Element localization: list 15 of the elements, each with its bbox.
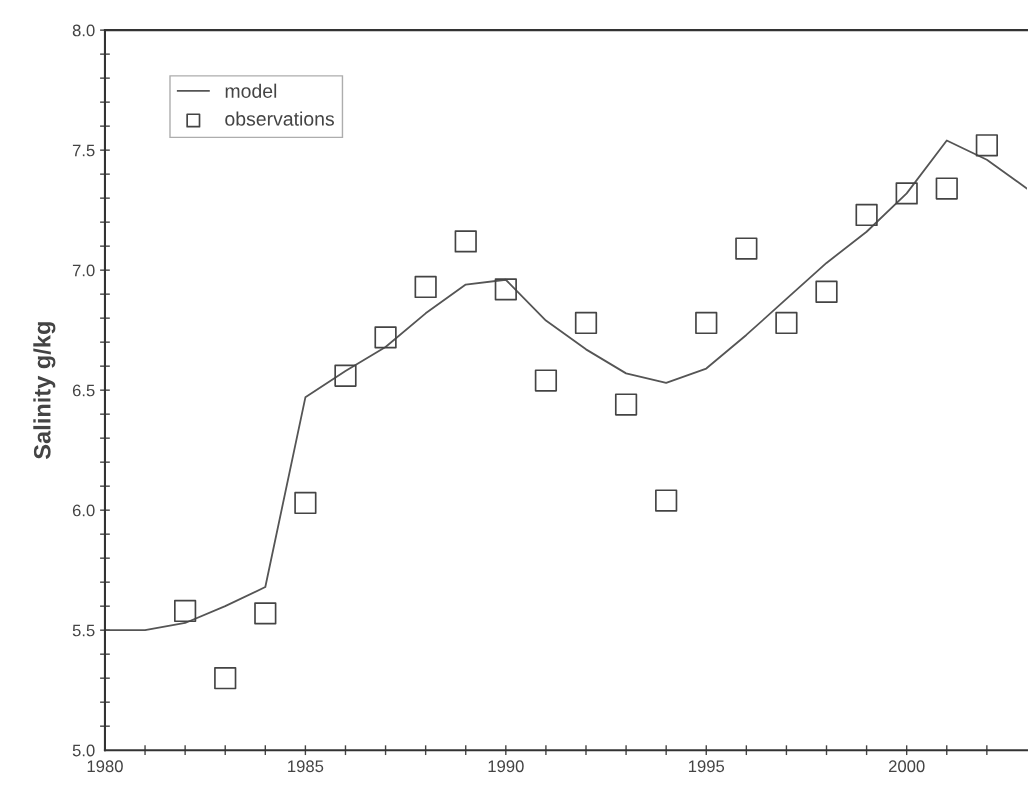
x-tick-label: 1995 (688, 760, 725, 773)
y-tick-label: 5.0 (72, 744, 95, 757)
y-tick-label: 6.0 (72, 504, 95, 517)
legend-label: observations (225, 111, 334, 126)
y-axis-title: Salinity g/kg (33, 322, 56, 460)
x-tick-label: 1985 (288, 760, 324, 773)
legend-label: model (225, 83, 277, 98)
x-tick-label: 2000 (888, 760, 925, 773)
y-tick-label: 7.5 (72, 144, 95, 157)
x-tick-label: 1990 (488, 760, 524, 773)
y-tick-label: 8.0 (72, 24, 95, 37)
y-tick-label: 5.5 (72, 624, 95, 637)
x-tick-label: 1980 (87, 760, 123, 773)
y-tick-label: 7.0 (72, 264, 95, 277)
y-tick-label: 6.5 (72, 384, 95, 397)
